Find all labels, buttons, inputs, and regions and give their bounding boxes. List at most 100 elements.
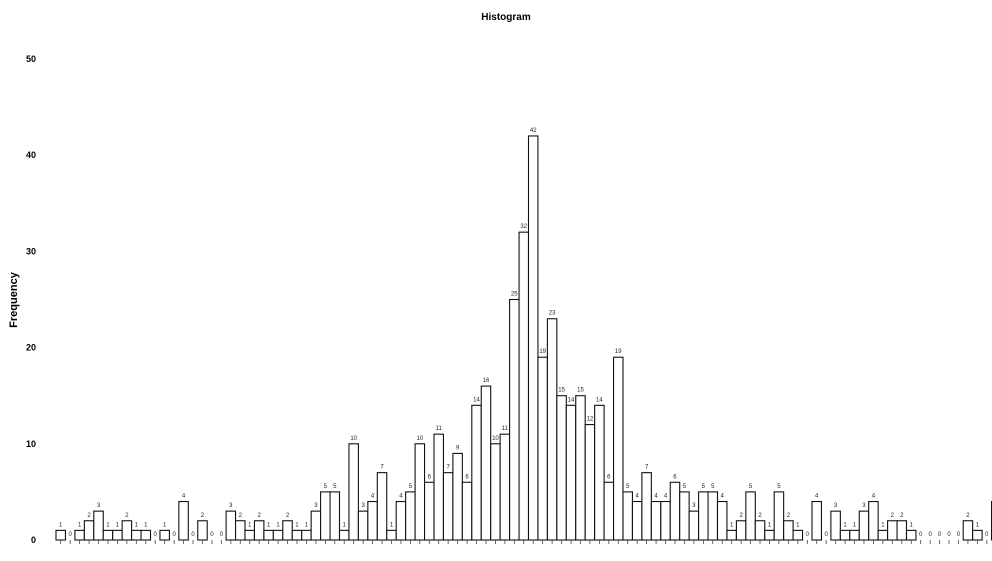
bar-value-label: 1 (881, 522, 885, 528)
bar-value-label: 0 (985, 532, 989, 538)
histogram-bar (452, 452, 463, 541)
bar-value-label: 1 (248, 522, 252, 528)
bar-value-label: 0 (938, 532, 942, 538)
histogram-bar (575, 395, 586, 541)
bar-value-label: 2 (787, 513, 791, 519)
histogram-bar (253, 520, 265, 541)
bar-value-label: 0 (191, 532, 195, 538)
histogram-bar (102, 529, 114, 541)
histogram-bar (726, 529, 737, 541)
bar-value-label: 6 (465, 474, 469, 480)
y-tick-label: 20 (26, 343, 36, 353)
bar-value-label: 0 (154, 532, 158, 538)
bar-value-label: 7 (645, 465, 649, 471)
histogram-bar (650, 500, 662, 541)
bar-value-label: 5 (626, 484, 630, 490)
bar-value-label: 4 (654, 494, 658, 500)
bar-value-label: 4 (399, 494, 403, 500)
histogram-bar (140, 529, 152, 541)
histogram-bar (745, 491, 756, 541)
bar-value-label: 25 (511, 292, 518, 298)
bar-value-label: 19 (615, 349, 622, 355)
histogram-bar (376, 472, 388, 541)
bar-value-label: 6 (607, 474, 611, 480)
histogram-bar (527, 135, 539, 541)
histogram-bar (830, 510, 841, 541)
histogram-bar (584, 424, 596, 541)
bar-value-label: 3 (862, 503, 866, 509)
bar-value-label: 14 (473, 397, 480, 403)
bar-value-label: 3 (692, 503, 696, 509)
histogram-bar (93, 510, 104, 541)
histogram-bar (537, 356, 548, 541)
histogram-bar (716, 500, 728, 541)
histogram-bar (518, 231, 530, 541)
histogram-bar (159, 529, 170, 541)
bar-value-label: 23 (549, 311, 556, 317)
bar-value-label: 1 (276, 522, 280, 528)
histogram-bar (121, 520, 133, 541)
histogram-bar (178, 500, 189, 541)
bar-value-label: 6 (428, 474, 432, 480)
bar-value-label: 7 (447, 465, 451, 471)
bar-value-label: 14 (596, 397, 603, 403)
histogram-bar (594, 404, 605, 541)
bar-value-label: 2 (900, 513, 904, 519)
y-axis-ticks: 0 10 20 30 40 50 (26, 54, 36, 545)
bar-value-label: 15 (577, 388, 584, 394)
histogram-bar (754, 520, 766, 541)
histogram-bar (509, 298, 520, 541)
bar-value-label: 2 (891, 513, 895, 519)
bar-value-label: 1 (796, 522, 800, 528)
bar-value-label: 1 (768, 522, 772, 528)
bar-value-label: 0 (957, 532, 961, 538)
histogram-bar (395, 500, 407, 541)
bar-value-label: 5 (749, 484, 753, 490)
bar-value-label: 14 (568, 397, 575, 403)
histogram-bar (773, 491, 785, 541)
histogram-bar (272, 529, 284, 541)
bar-value-label: 4 (664, 494, 668, 500)
bar-value-label: 1 (976, 522, 980, 528)
bar-value-label: 1 (59, 522, 63, 528)
bar-value-label: 1 (730, 522, 734, 528)
bar-value-label: 1 (135, 522, 139, 528)
bar-value-label: 4 (636, 494, 640, 500)
bar-value-label: 3 (314, 503, 318, 509)
bar-value-label: 3 (361, 503, 365, 509)
bar-value-label: 9 (456, 445, 460, 451)
bar-value-label: 1 (267, 522, 271, 528)
bar-value-label: 1 (295, 522, 299, 528)
histogram-bar (707, 491, 719, 541)
bar-value-label: 4 (371, 494, 375, 500)
histogram-bar (423, 481, 435, 541)
histogram-bar (55, 529, 66, 541)
bar-value-label: 2 (201, 513, 205, 519)
histogram-bar (887, 520, 898, 541)
bar-value-label: 5 (683, 484, 687, 490)
bar-value-label: 32 (520, 224, 527, 230)
bar-value-label: 4 (872, 494, 876, 500)
histogram-bar (357, 510, 369, 541)
bar-value-label: 2 (87, 513, 91, 519)
histogram-bar (442, 472, 454, 541)
y-tick-label: 40 (26, 150, 36, 160)
bars-group (55, 135, 992, 541)
histogram-bar (471, 404, 482, 541)
bar-value-label: 0 (928, 532, 932, 538)
bar-value-label: 4 (815, 494, 819, 500)
bar-value-label: 5 (409, 484, 413, 490)
histogram-bar (291, 529, 303, 541)
y-tick-label: 10 (26, 439, 36, 449)
histogram-bar (112, 529, 123, 541)
histogram-bar (405, 491, 416, 541)
histogram-bar (320, 491, 331, 541)
histogram-bar (131, 529, 142, 541)
histogram-bar (490, 443, 501, 541)
histogram-bar (282, 520, 293, 541)
histogram-bar (641, 472, 652, 541)
bar-value-label: 4 (182, 494, 186, 500)
bar-value-label: 1 (843, 522, 847, 528)
histogram-bar (868, 500, 879, 541)
histogram-bar (556, 395, 567, 541)
